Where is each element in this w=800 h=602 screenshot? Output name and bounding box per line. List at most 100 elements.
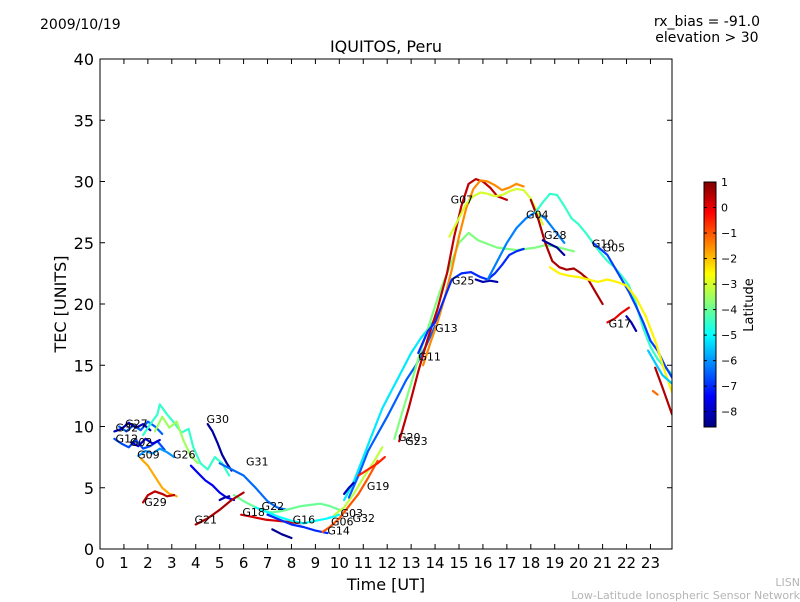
y-tick-label: 25: [74, 234, 94, 253]
curve-label: G11: [418, 350, 441, 363]
series-line-g04: [486, 211, 566, 281]
series-line-g22: [232, 494, 341, 514]
series-line-g28b: [541, 239, 566, 257]
series-line-g32: [113, 421, 152, 433]
curve-label: G23: [405, 435, 428, 448]
x-tick-label: 21: [593, 554, 612, 572]
x-tick-label: 6: [239, 554, 249, 572]
x-tick-label: 2: [143, 554, 153, 572]
curve-label: G17: [609, 317, 632, 330]
series-line-g19: [343, 310, 441, 502]
y-axis-label: TEC [UNITS]: [51, 256, 70, 354]
x-tick-label: 12: [378, 554, 397, 572]
chart-title: IQUITOS, Peru: [329, 37, 443, 56]
curve-label: G29: [144, 496, 167, 509]
curve-label: G16: [293, 513, 316, 526]
curve-label: G26: [173, 448, 196, 461]
curve-label: G03: [341, 507, 364, 520]
x-tick-label: 20: [569, 554, 588, 572]
colorbar-tick-label: −7: [721, 380, 737, 393]
series-line-g25: [474, 278, 499, 283]
y-tick-label: 5: [84, 479, 94, 498]
x-tick-label: 18: [521, 554, 540, 572]
series-line-g10b: [625, 315, 638, 332]
x-tick-label: 0: [95, 554, 105, 572]
series-line-g05: [534, 192, 672, 375]
colorbar-tick-label: −2: [721, 253, 737, 266]
series-line-g31: [218, 462, 288, 511]
series-line-g17: [606, 306, 631, 324]
series-line-g02: [130, 437, 161, 448]
x-tick-label: 23: [641, 554, 660, 572]
plot-area: [100, 59, 672, 549]
curve-label: G05: [603, 241, 626, 254]
curve-label: G09: [137, 448, 160, 461]
curve-label: G18: [242, 506, 265, 519]
curve-label: G02: [130, 436, 153, 449]
colorbar-bar: [703, 181, 717, 428]
x-tick-label: 3: [167, 554, 177, 572]
x-axis: 0 1 2 3 4 5 6 7 8 9 10 11 12 13 14 15 16 17 18 19 20 21 22 23: [95, 59, 660, 572]
series-line-g03: [333, 446, 384, 516]
series-layer: [113, 178, 672, 540]
series-line-g26: [142, 403, 231, 477]
x-tick-label: 8: [287, 554, 297, 572]
curve-label: G07: [451, 194, 474, 207]
series-line-g19c: [343, 481, 355, 495]
series-line-g18: [240, 513, 303, 525]
x-tick-label: 1: [119, 554, 129, 572]
curve-label: G19: [367, 480, 390, 493]
curve-label: G14: [327, 524, 350, 537]
credit-lisn: LISN: [775, 576, 800, 589]
y-tick-label: 10: [74, 418, 94, 437]
x-tick-label: 22: [617, 554, 636, 572]
series-line-g28: [529, 198, 604, 306]
x-tick-label: 5: [215, 554, 225, 572]
x-tick-label: 14: [426, 554, 445, 572]
curve-label: G06: [331, 516, 354, 529]
curve-label: G27: [125, 418, 148, 431]
colorbar-tick-label: −5: [721, 329, 737, 342]
x-tick-label: 16: [473, 554, 492, 572]
series-line-g11: [422, 179, 525, 367]
colorbar: 1 0 −1 −2 −3 −4 −5 −6 −7 −8: [703, 176, 737, 428]
curve-label: G32: [116, 421, 139, 434]
series-line-g26b: [153, 415, 200, 465]
series-line-g30: [206, 423, 233, 472]
curve-label: G13: [435, 322, 458, 335]
series-line-g13: [417, 247, 525, 355]
series-line-g16: [254, 506, 341, 525]
curve-label: G32: [352, 512, 375, 525]
x-tick-label: 9: [311, 554, 321, 572]
series-line-g07: [448, 187, 544, 238]
curve-label: G25: [452, 274, 475, 287]
curve-label: G10: [592, 238, 615, 251]
elevation-label: elevation > 30: [655, 30, 759, 46]
series-line-g19d: [357, 456, 386, 477]
x-tick-label: 17: [497, 554, 516, 572]
series-line-g17d: [651, 389, 659, 396]
x-axis-label: Time [UT]: [346, 575, 425, 594]
colorbar-tick-label: 0: [721, 202, 728, 215]
credit-network: Low-Latitude Ionospheric Sensor Network: [571, 589, 800, 602]
x-tick-label: 4: [191, 554, 201, 572]
series-line-g30c: [218, 495, 231, 502]
series-line-g09: [137, 447, 176, 459]
series-line-g17b: [646, 349, 672, 385]
x-tick-label: 11: [354, 554, 373, 572]
x-tick-label: 19: [545, 554, 564, 572]
x-tick-label: 10: [330, 554, 349, 572]
series-line-g14: [266, 513, 329, 535]
colorbar-tick-label: −8: [721, 406, 737, 419]
y-tick-label: 40: [74, 50, 94, 69]
curve-label: G12: [116, 432, 139, 445]
y-tick-label: 15: [74, 356, 94, 375]
series-line-g29-tail: [142, 490, 176, 504]
series-line-g14b: [271, 528, 293, 540]
curve-label: G22: [262, 500, 285, 513]
series-line-g17c: [654, 366, 672, 416]
series-line-g27: [117, 420, 164, 435]
y-axis: 0 5 10 15 20 25 30 35 40: [74, 50, 672, 559]
curve-label: G28: [544, 229, 567, 242]
